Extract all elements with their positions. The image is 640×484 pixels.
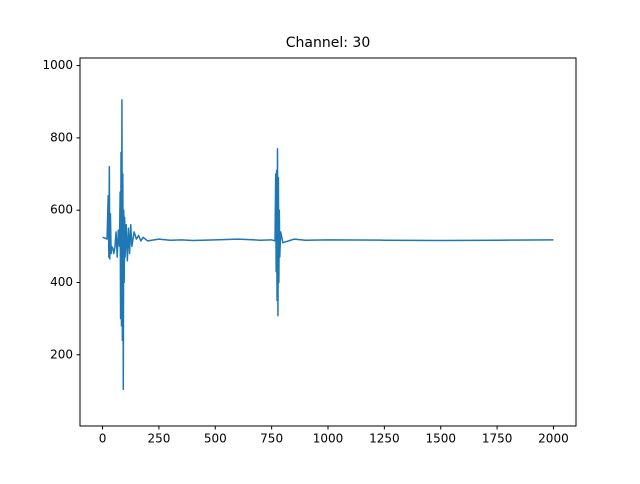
- x-tick-label: 750: [260, 432, 283, 446]
- y-tick-label: 400: [50, 275, 73, 289]
- y-tick-label: 800: [50, 130, 73, 144]
- axes-frame: [79, 57, 577, 427]
- x-tick-label: 0: [99, 432, 107, 446]
- x-tick-label: 1750: [482, 432, 513, 446]
- x-tick-label: 1000: [313, 432, 344, 446]
- y-tick-label: 1000: [42, 58, 73, 72]
- x-tick-label: 250: [147, 432, 170, 446]
- x-tick-label: 1500: [425, 432, 456, 446]
- x-tick-label: 2000: [538, 432, 569, 446]
- x-tick-label: 500: [204, 432, 227, 446]
- y-tick-label: 600: [50, 203, 73, 217]
- chart-title: Channel: 30: [286, 35, 370, 51]
- line-series: [102, 99, 554, 391]
- y-tick-label: 200: [50, 347, 73, 361]
- x-tick-label: 1250: [369, 432, 400, 446]
